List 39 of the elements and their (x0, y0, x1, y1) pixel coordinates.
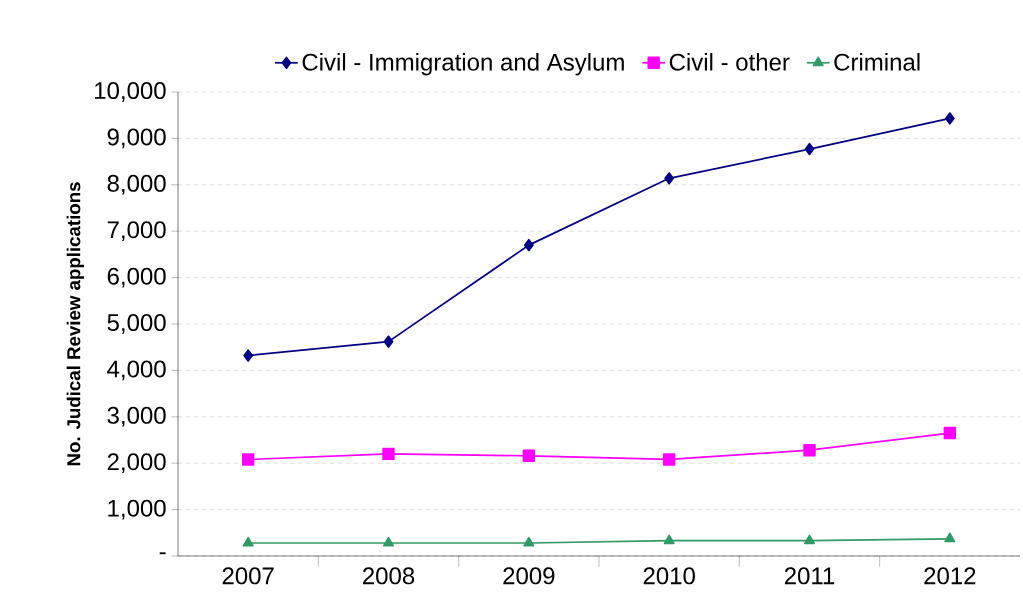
y-axis-title: No. Judical Review applications (66, 182, 85, 466)
y-tick-label: 3,000 (107, 406, 166, 427)
legend-label: Criminal (834, 53, 920, 71)
point (944, 112, 955, 125)
point (243, 349, 254, 362)
point (943, 426, 957, 440)
y-tick-label: 9,000 (107, 128, 166, 149)
point (383, 536, 394, 547)
point (522, 449, 536, 462)
point (804, 142, 815, 156)
point (662, 453, 676, 466)
x-tick-label: 2009 (503, 567, 555, 585)
point (663, 534, 675, 545)
y-tick-label: 7,000 (107, 221, 166, 242)
x-tick-label: 2012 (924, 567, 976, 585)
x-tick-label: 2008 (363, 567, 415, 585)
y-tick-label: 6,000 (107, 267, 166, 288)
legend-label: Civil - other (669, 53, 790, 71)
legend-label: Civil - Immigration and Asylum (302, 53, 624, 76)
x-tick-label: 2007 (222, 567, 274, 585)
point (382, 447, 395, 461)
point (242, 536, 254, 547)
y-tick-label: - (159, 552, 166, 555)
y-tick-label: 10,000 (95, 82, 166, 102)
point (804, 534, 815, 545)
x-tick-label: 2011 (784, 567, 835, 585)
point (523, 536, 535, 547)
x-tick-label: 2010 (643, 567, 695, 585)
point (241, 453, 255, 466)
y-tick-label: 5,000 (107, 314, 166, 334)
y-tick-label: 1,000 (108, 499, 166, 520)
point (523, 238, 534, 252)
point (664, 172, 675, 185)
point (803, 444, 816, 457)
point (383, 335, 394, 348)
y-tick-label: 2,000 (107, 453, 166, 474)
point (944, 532, 956, 543)
y-tick-label: 4,000 (107, 360, 166, 381)
y-tick-label: 8,000 (107, 174, 166, 195)
